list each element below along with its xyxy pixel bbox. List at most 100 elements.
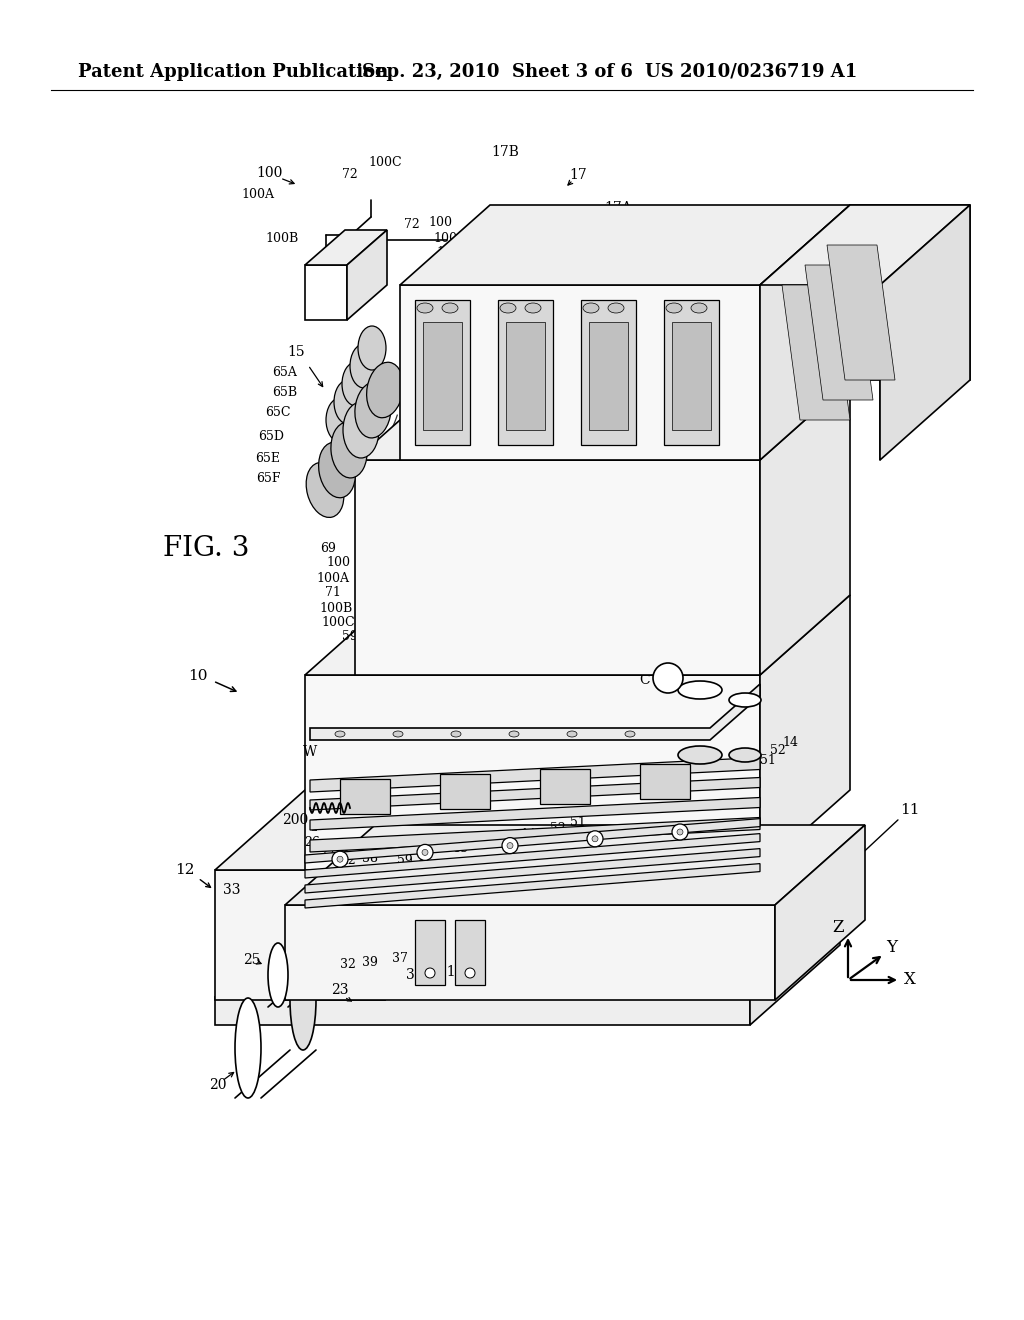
Polygon shape [215,997,750,1026]
Text: 59: 59 [427,546,442,560]
Circle shape [332,851,348,867]
Text: 63: 63 [734,240,750,253]
Polygon shape [440,774,490,808]
Circle shape [507,842,513,849]
Polygon shape [540,768,590,804]
Text: 15: 15 [287,345,305,359]
Polygon shape [215,789,475,870]
Ellipse shape [625,731,635,737]
Text: Y: Y [887,940,897,957]
Polygon shape [581,300,636,445]
Text: 70: 70 [445,513,461,527]
Polygon shape [589,322,628,430]
Polygon shape [640,763,690,799]
Text: 14: 14 [520,829,536,842]
Polygon shape [310,777,760,810]
Text: 14: 14 [782,735,798,748]
Text: 100: 100 [257,166,284,180]
Text: 100: 100 [433,231,457,244]
Ellipse shape [358,326,386,370]
Text: 71: 71 [437,532,453,544]
Text: 69: 69 [321,541,336,554]
Text: 63: 63 [512,211,528,224]
Text: 8: 8 [458,572,466,585]
Polygon shape [215,870,385,1001]
Text: 83: 83 [700,462,716,474]
Polygon shape [310,797,760,830]
Polygon shape [305,265,347,319]
Polygon shape [423,322,462,430]
Text: W: W [303,744,317,759]
Ellipse shape [306,462,344,517]
Polygon shape [305,675,760,870]
Polygon shape [880,205,970,459]
Circle shape [502,838,518,854]
Polygon shape [760,595,850,870]
Text: X: X [904,972,915,989]
Text: 88: 88 [502,508,518,521]
Polygon shape [310,817,760,851]
Ellipse shape [318,442,355,498]
Text: F: F [474,491,482,503]
Text: 100B: 100B [265,231,299,244]
Ellipse shape [666,304,682,313]
Polygon shape [498,300,553,445]
Text: Patent Application Publication: Patent Application Publication [78,63,388,81]
Polygon shape [305,230,387,265]
Ellipse shape [729,693,761,708]
Polygon shape [305,818,760,863]
Text: 72: 72 [652,252,668,264]
Ellipse shape [350,345,378,388]
Ellipse shape [326,399,354,442]
Polygon shape [775,825,865,1001]
Text: 65E: 65E [256,451,281,465]
Text: 72: 72 [342,169,357,181]
Ellipse shape [729,748,761,762]
Text: 72: 72 [404,219,420,231]
Text: 10: 10 [188,669,208,682]
Ellipse shape [442,304,458,313]
Text: 17A: 17A [604,201,632,215]
Polygon shape [760,205,850,459]
Text: 100: 100 [436,247,460,260]
Polygon shape [805,265,873,400]
Text: US 2010/0236719 A1: US 2010/0236719 A1 [645,63,857,81]
Polygon shape [782,285,850,420]
Text: M: M [454,496,467,510]
Text: 11: 11 [900,803,920,817]
Text: 71: 71 [325,586,341,599]
Ellipse shape [308,908,328,972]
Ellipse shape [451,731,461,737]
Text: 90: 90 [677,444,693,457]
Ellipse shape [335,731,345,737]
Polygon shape [355,459,760,675]
Polygon shape [305,834,760,878]
Text: 25: 25 [244,953,261,968]
Text: 100B: 100B [319,602,352,615]
Text: C: C [640,673,650,686]
Polygon shape [415,300,470,445]
Text: 63: 63 [707,243,723,256]
Ellipse shape [393,731,403,737]
Text: 12: 12 [175,863,195,876]
Text: 61: 61 [490,836,506,849]
Text: 100C: 100C [369,156,401,169]
Text: 31: 31 [438,965,456,979]
Text: 59: 59 [397,854,413,866]
Text: F2: F2 [622,388,638,401]
Ellipse shape [343,403,379,458]
Ellipse shape [509,731,519,737]
Polygon shape [347,230,387,319]
Text: 37: 37 [392,952,408,965]
Polygon shape [400,285,760,459]
Text: 59: 59 [342,631,357,644]
Text: 100A: 100A [316,572,349,585]
Polygon shape [285,906,775,1001]
Text: 64: 64 [400,407,416,420]
Polygon shape [760,205,970,285]
Polygon shape [664,300,719,445]
Text: 27: 27 [321,846,336,858]
Ellipse shape [500,304,516,313]
Circle shape [672,824,688,840]
Text: 32: 32 [340,958,356,972]
